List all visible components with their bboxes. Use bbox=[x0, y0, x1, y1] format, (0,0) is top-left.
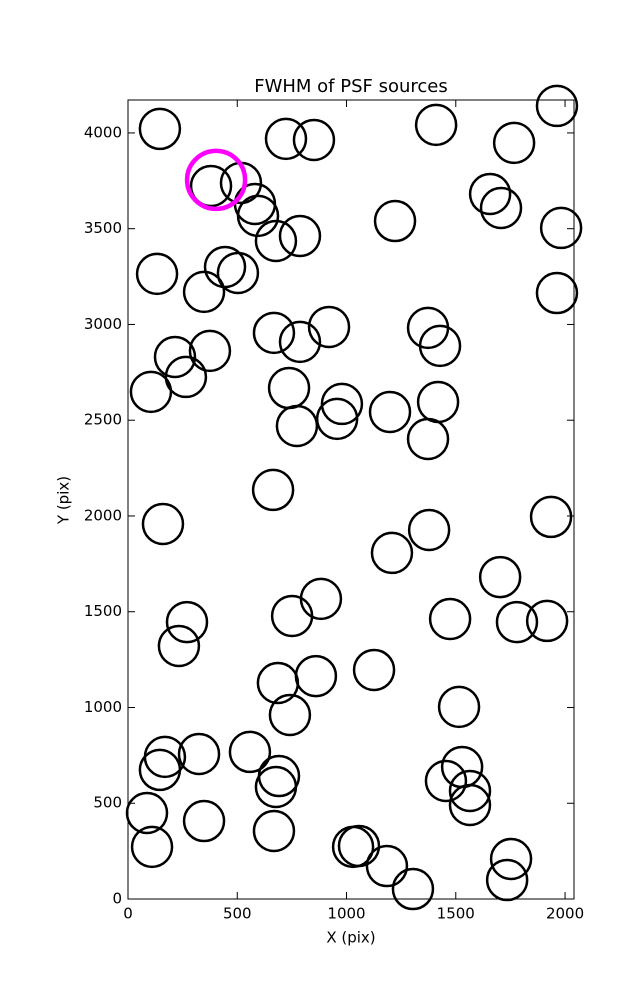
plot-frame bbox=[127, 99, 575, 900]
x-tick-label: 1500 bbox=[437, 905, 475, 923]
y-tick-label: 4000 bbox=[84, 123, 122, 141]
source-circle bbox=[448, 783, 492, 827]
source-circle bbox=[254, 765, 298, 809]
source-circle bbox=[479, 186, 523, 230]
source-circle bbox=[424, 759, 468, 803]
source-circle bbox=[184, 148, 248, 212]
source-circle bbox=[252, 311, 296, 355]
x-tick-label: 2000 bbox=[546, 905, 584, 923]
source-circle bbox=[529, 495, 573, 539]
source-circle bbox=[188, 329, 232, 373]
source-circle bbox=[141, 502, 185, 546]
y-tick-label: 0 bbox=[112, 890, 122, 908]
y-tick-label: 3500 bbox=[84, 219, 122, 237]
y-tick-label: 1500 bbox=[84, 602, 122, 620]
source-circle bbox=[448, 769, 492, 813]
source-circle bbox=[428, 597, 472, 641]
x-axis-label: X (pix) bbox=[326, 929, 375, 947]
chart-title: FWHM of PSF sources bbox=[254, 76, 448, 97]
y-tick-label: 3000 bbox=[84, 315, 122, 333]
source-circle bbox=[153, 335, 197, 379]
x-tick-label: 0 bbox=[123, 905, 133, 923]
source-circle bbox=[391, 867, 435, 911]
source-circle bbox=[539, 206, 583, 250]
source-circle bbox=[138, 748, 182, 792]
source-circle bbox=[489, 837, 533, 881]
source-circle bbox=[307, 305, 351, 349]
source-circle bbox=[535, 84, 579, 128]
source-circle bbox=[177, 732, 221, 776]
x-tick-label: 500 bbox=[223, 905, 252, 923]
y-tick-label: 2000 bbox=[84, 506, 122, 524]
source-circle bbox=[189, 164, 233, 208]
source-circle bbox=[165, 600, 209, 644]
source-circle bbox=[495, 600, 539, 644]
source-circle bbox=[264, 117, 308, 161]
source-circle bbox=[468, 172, 512, 216]
source-circle bbox=[373, 199, 417, 243]
y-tick-label: 500 bbox=[93, 794, 122, 812]
source-circle bbox=[125, 791, 169, 835]
source-circle bbox=[478, 555, 522, 599]
source-circle bbox=[418, 324, 462, 368]
source-circle bbox=[182, 270, 226, 314]
x-tick-label: 1000 bbox=[327, 905, 365, 923]
source-circle bbox=[485, 858, 529, 902]
source-circle bbox=[365, 844, 409, 888]
source-circle bbox=[138, 107, 182, 151]
source-circle bbox=[525, 599, 569, 643]
source-circle bbox=[228, 730, 272, 774]
source-circle bbox=[352, 648, 396, 692]
source-circle bbox=[406, 417, 450, 461]
source-circle bbox=[414, 103, 458, 147]
source-circle bbox=[278, 214, 322, 258]
source-circle bbox=[135, 252, 179, 296]
y-tick-label: 2500 bbox=[84, 411, 122, 429]
y-axis-label: Y (pix) bbox=[55, 476, 73, 525]
source-circle bbox=[407, 508, 451, 552]
source-circle bbox=[320, 382, 364, 426]
source-circle bbox=[130, 825, 174, 869]
source-circle bbox=[368, 390, 412, 434]
source-circle bbox=[216, 251, 260, 295]
source-circle bbox=[129, 370, 173, 414]
source-circle bbox=[251, 468, 295, 512]
source-circle bbox=[337, 824, 381, 868]
source-circle bbox=[535, 271, 579, 315]
source-circle bbox=[157, 624, 201, 668]
source-circle bbox=[299, 577, 343, 621]
source-circle bbox=[275, 404, 319, 448]
source-circle bbox=[437, 685, 481, 729]
source-circle bbox=[492, 121, 536, 165]
source-circle bbox=[182, 799, 226, 843]
source-circle bbox=[254, 219, 298, 263]
source-circle bbox=[278, 320, 322, 364]
source-circle bbox=[236, 194, 280, 238]
y-tick-label: 1000 bbox=[84, 698, 122, 716]
source-circle bbox=[292, 118, 336, 162]
source-circle bbox=[315, 397, 359, 441]
source-circle bbox=[294, 654, 338, 698]
source-circle bbox=[252, 809, 296, 853]
source-circle bbox=[370, 531, 414, 575]
source-circle bbox=[268, 693, 312, 737]
